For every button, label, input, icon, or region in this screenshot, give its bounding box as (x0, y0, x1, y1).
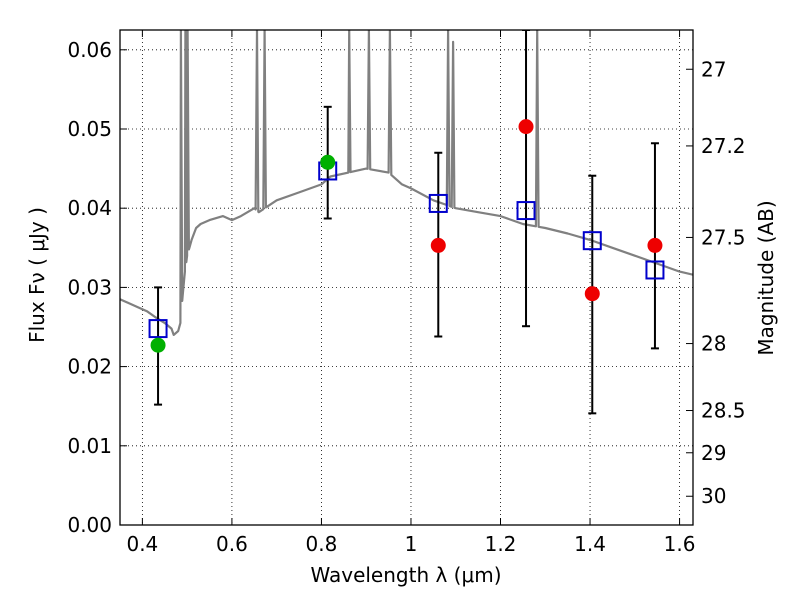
y-tick-label: 0.06 (67, 38, 112, 62)
marker-layer (148, 119, 665, 353)
y2-tick-label: 27 (701, 57, 726, 81)
model-photometry-point (428, 193, 448, 213)
observed-photometry-point (150, 337, 166, 353)
observed-photometry-point (518, 119, 534, 135)
y2-tick-label: 30 (701, 484, 726, 508)
y-tick-label: 0.05 (67, 117, 112, 141)
observed-photometry-point (430, 237, 446, 253)
spectrum-line (120, 30, 693, 336)
y2-axis-label: Magnitude (AB) (754, 200, 778, 355)
y2-tick-label: 27.5 (701, 225, 746, 249)
model-photometry-point (148, 319, 168, 339)
x-tick-label: 0.4 (126, 532, 158, 556)
model-photometry-point (582, 231, 602, 251)
y-tick-label: 0.00 (67, 513, 112, 537)
x-tick-label: 1.2 (485, 532, 517, 556)
y-tick-label: 0.04 (67, 196, 112, 220)
observed-photometry-point (647, 237, 663, 253)
plot-area (120, 30, 693, 525)
x-axis-label: Wavelength λ (μm) (310, 563, 501, 587)
y2-tick-label: 27.2 (701, 134, 746, 158)
y2-tick-label: 29 (701, 441, 726, 465)
x-tick-label: 1.6 (664, 532, 696, 556)
y2-tick-label: 28.5 (701, 399, 746, 423)
x-tick-label: 1.4 (574, 532, 606, 556)
observed-photometry-point (320, 154, 336, 170)
grid (120, 30, 693, 526)
y2-tick-label: 28 (701, 332, 726, 356)
spectrum-layer (120, 30, 693, 336)
tick-layer: 0.4 0.6 0.8 1 1.2 1.4 1.6 0.00 0.01 0.02 0.03 0.04 0… (67, 30, 746, 556)
model-photometry-point (516, 201, 536, 221)
y-axis-label: Flux Fν ( μJy ) (25, 207, 49, 343)
x-tick-label: 0.8 (306, 532, 338, 556)
y-tick-label: 0.02 (67, 355, 112, 379)
plot-frame (119, 29, 694, 526)
y-tick-label: 0.01 (67, 434, 112, 458)
x-tick-label: 0.6 (216, 532, 248, 556)
model-photometry-point (645, 260, 665, 280)
y-tick-label: 0.03 (67, 275, 112, 299)
observed-photometry-point (584, 286, 600, 302)
x-tick-label: 1 (405, 532, 418, 556)
